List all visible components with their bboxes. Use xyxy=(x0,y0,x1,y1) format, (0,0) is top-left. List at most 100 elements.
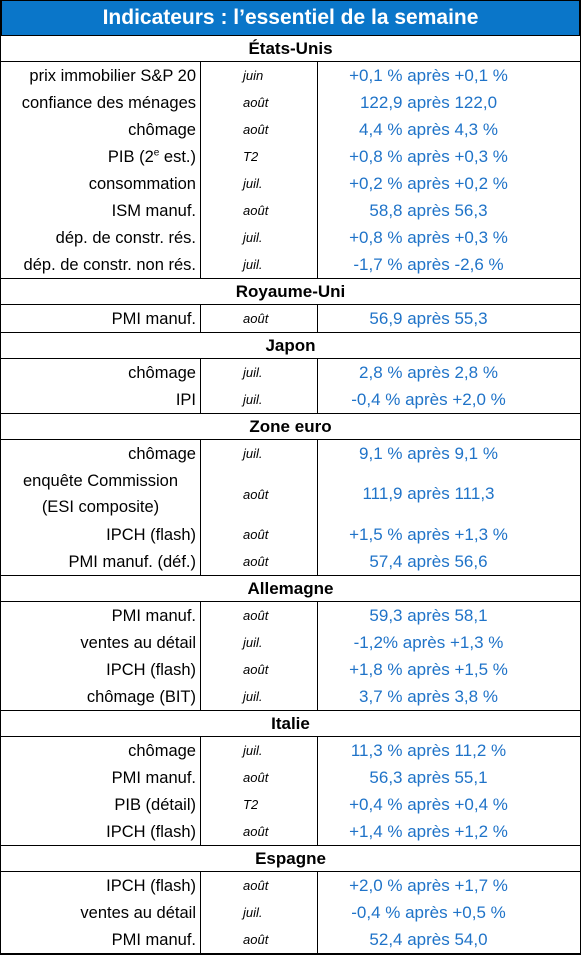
section-header: Japon xyxy=(1,333,580,359)
table-row: consommation juil. +0,2 % après +0,2 % xyxy=(1,170,580,197)
indicator-label: chômage xyxy=(128,444,196,463)
value: +1,8 % après +1,5 % xyxy=(349,659,508,679)
indicator-name: ventes au détail xyxy=(1,630,200,656)
indicator-name: PMI manuf. (déf.) xyxy=(1,549,200,575)
period: août xyxy=(243,527,269,542)
table-row: ventes au détail juil. -1,2% après +1,3 % xyxy=(1,629,580,656)
indicator-label: PIB (détail) xyxy=(114,795,196,814)
table-row: PMI manuf. août 52,4 après 54,0 xyxy=(1,926,580,953)
table-row: PMI manuf. août 56,9 après 55,3 xyxy=(1,305,580,332)
section-body: chômage juil. 11,3 % après 11,2 % PMI manuf… xyxy=(1,737,580,846)
value: -1,7 % après -2,6 % xyxy=(353,254,504,274)
period: août xyxy=(243,311,269,326)
indicator-label: chômage xyxy=(128,363,196,382)
table-row: chômage juil. 2,8 % après 2,8 % xyxy=(1,359,580,386)
section-header: Allemagne xyxy=(1,576,580,602)
period: août xyxy=(243,122,269,137)
indicator-name: enquête Commission (ESI composite) xyxy=(1,468,200,520)
period: juil. xyxy=(243,392,263,407)
indicator-name: consommation xyxy=(1,171,200,197)
indicator-superscript: e xyxy=(153,147,160,158)
section-header: États-Unis xyxy=(1,36,580,62)
section-header: Zone euro xyxy=(1,414,580,440)
indicator-name: PMI manuf. xyxy=(1,927,200,953)
value: 56,9 après 55,3 xyxy=(369,308,488,328)
indicator-name: IPCH (flash) xyxy=(1,522,200,548)
indicator-label: ventes au détail xyxy=(80,903,196,922)
indicator-name: IPCH (flash) xyxy=(1,657,200,683)
indicator-label: enquête Commission (ESI composite) xyxy=(23,472,178,516)
indicator-label: PIB (2 xyxy=(107,147,154,166)
period: août xyxy=(243,608,269,623)
table-row: ISM manuf. août 58,8 après 56,3 xyxy=(1,197,580,224)
period: juil. xyxy=(243,257,263,272)
indicator-label: IPCH (flash) xyxy=(106,660,196,679)
value: 4,4 % après 4,3 % xyxy=(359,119,498,139)
indicator-label: PMI manuf. xyxy=(111,309,196,328)
indicator-label: ISM manuf. xyxy=(111,201,196,220)
period: août xyxy=(243,486,269,502)
table-row: enquête Commission (ESI composite) août 11… xyxy=(1,467,580,521)
section-header: Espagne xyxy=(1,846,580,872)
indicator-name: dép. de constr. rés. xyxy=(1,225,200,251)
indicator-name: dép. de constr. non rés. xyxy=(1,252,200,278)
value: 56,3 après 55,1 xyxy=(369,767,488,787)
value: -0,4 % après +2,0 % xyxy=(351,389,506,409)
value: 11,3 % après 11,2 % xyxy=(350,740,507,760)
period: T2 xyxy=(243,797,259,812)
period: juil. xyxy=(243,905,263,920)
indicator-name: IPCH (flash) xyxy=(1,873,200,899)
table-row: confiance des ménages août 122,9 après 122… xyxy=(1,89,580,116)
indicator-name: PMI manuf. xyxy=(1,603,200,629)
section-body: IPCH (flash) août +2,0 % après +1,7 % vente… xyxy=(1,872,580,954)
section-body: chômage juil. 2,8 % après 2,8 % IPI juil. -0,… xyxy=(1,359,580,414)
indicator-label: IPI xyxy=(175,390,196,409)
period: août xyxy=(243,662,269,677)
value: +0,8 % après +0,3 % xyxy=(349,146,508,166)
indicator-name: PIB (détail) xyxy=(1,792,200,818)
value: 9,1 % après 9,1 % xyxy=(359,443,498,463)
table-row: chômage août 4,4 % après 4,3 % xyxy=(1,116,580,143)
indicator-label: PMI manuf. xyxy=(111,606,196,625)
indicator-name: chômage xyxy=(1,441,200,467)
indicator-name: IPCH (flash) xyxy=(1,819,200,845)
value: 59,3 après 58,1 xyxy=(369,605,488,625)
indicator-label: prix immobilier S&P 20 xyxy=(29,66,196,85)
value: 3,7 % après 3,8 % xyxy=(359,686,498,706)
period: T2 xyxy=(243,149,259,164)
table-row: ventes au détail juil. -0,4 % après +0,5 % xyxy=(1,899,580,926)
period: juil. xyxy=(243,230,263,245)
section-body: PMI manuf. août 56,9 après 55,3 xyxy=(1,305,580,333)
table-row: PIB (détail) T2 +0,4 % après +0,4 % xyxy=(1,791,580,818)
indicator-label: dép. de constr. non rés. xyxy=(23,255,196,274)
value: 111,9 après 111,3 xyxy=(362,484,495,503)
value: 2,8 % après 2,8 % xyxy=(359,362,498,382)
table-row: IPCH (flash) août +1,8 % après +1,5 % xyxy=(1,656,580,683)
indicator-name: IPI xyxy=(1,387,200,413)
indicator-label: chômage (BIT) xyxy=(86,687,196,706)
indicator-label: confiance des ménages xyxy=(21,93,196,112)
table-row: chômage (BIT) juil. 3,7 % après 3,8 % xyxy=(1,683,580,710)
indicator-name: PMI manuf. xyxy=(1,306,200,332)
indicator-name: ISM manuf. xyxy=(1,198,200,224)
table-row: PIB (2e est.) T2 +0,8 % après +0,3 % xyxy=(1,143,580,170)
period: août xyxy=(243,770,269,785)
indicator-name: PIB (2e est.) xyxy=(1,144,200,170)
indicator-label: chômage xyxy=(128,120,196,139)
value: -0,4 % après +0,5 % xyxy=(351,902,506,922)
indicator-suffix: est.) xyxy=(159,147,196,166)
indicator-name: chômage xyxy=(1,117,200,143)
value: 52,4 après 54,0 xyxy=(369,929,488,949)
period: août xyxy=(243,95,269,110)
indicator-name: prix immobilier S&P 20 xyxy=(1,63,200,89)
period: août xyxy=(243,932,269,947)
section-body: chômage juil. 9,1 % après 9,1 % enquête Com… xyxy=(1,440,580,576)
value: 58,8 après 56,3 xyxy=(369,200,488,220)
section-header: Royaume-Uni xyxy=(1,279,580,305)
value: +0,4 % après +0,4 % xyxy=(349,794,508,814)
table-row: PMI manuf. août 56,3 après 55,1 xyxy=(1,764,580,791)
indicator-name: PMI manuf. xyxy=(1,765,200,791)
value: +2,0 % après +1,7 % xyxy=(349,875,508,895)
table-row: IPCH (flash) août +2,0 % après +1,7 % xyxy=(1,872,580,899)
table-row: prix immobilier S&P 20 juin +0,1 % après +… xyxy=(1,62,580,89)
